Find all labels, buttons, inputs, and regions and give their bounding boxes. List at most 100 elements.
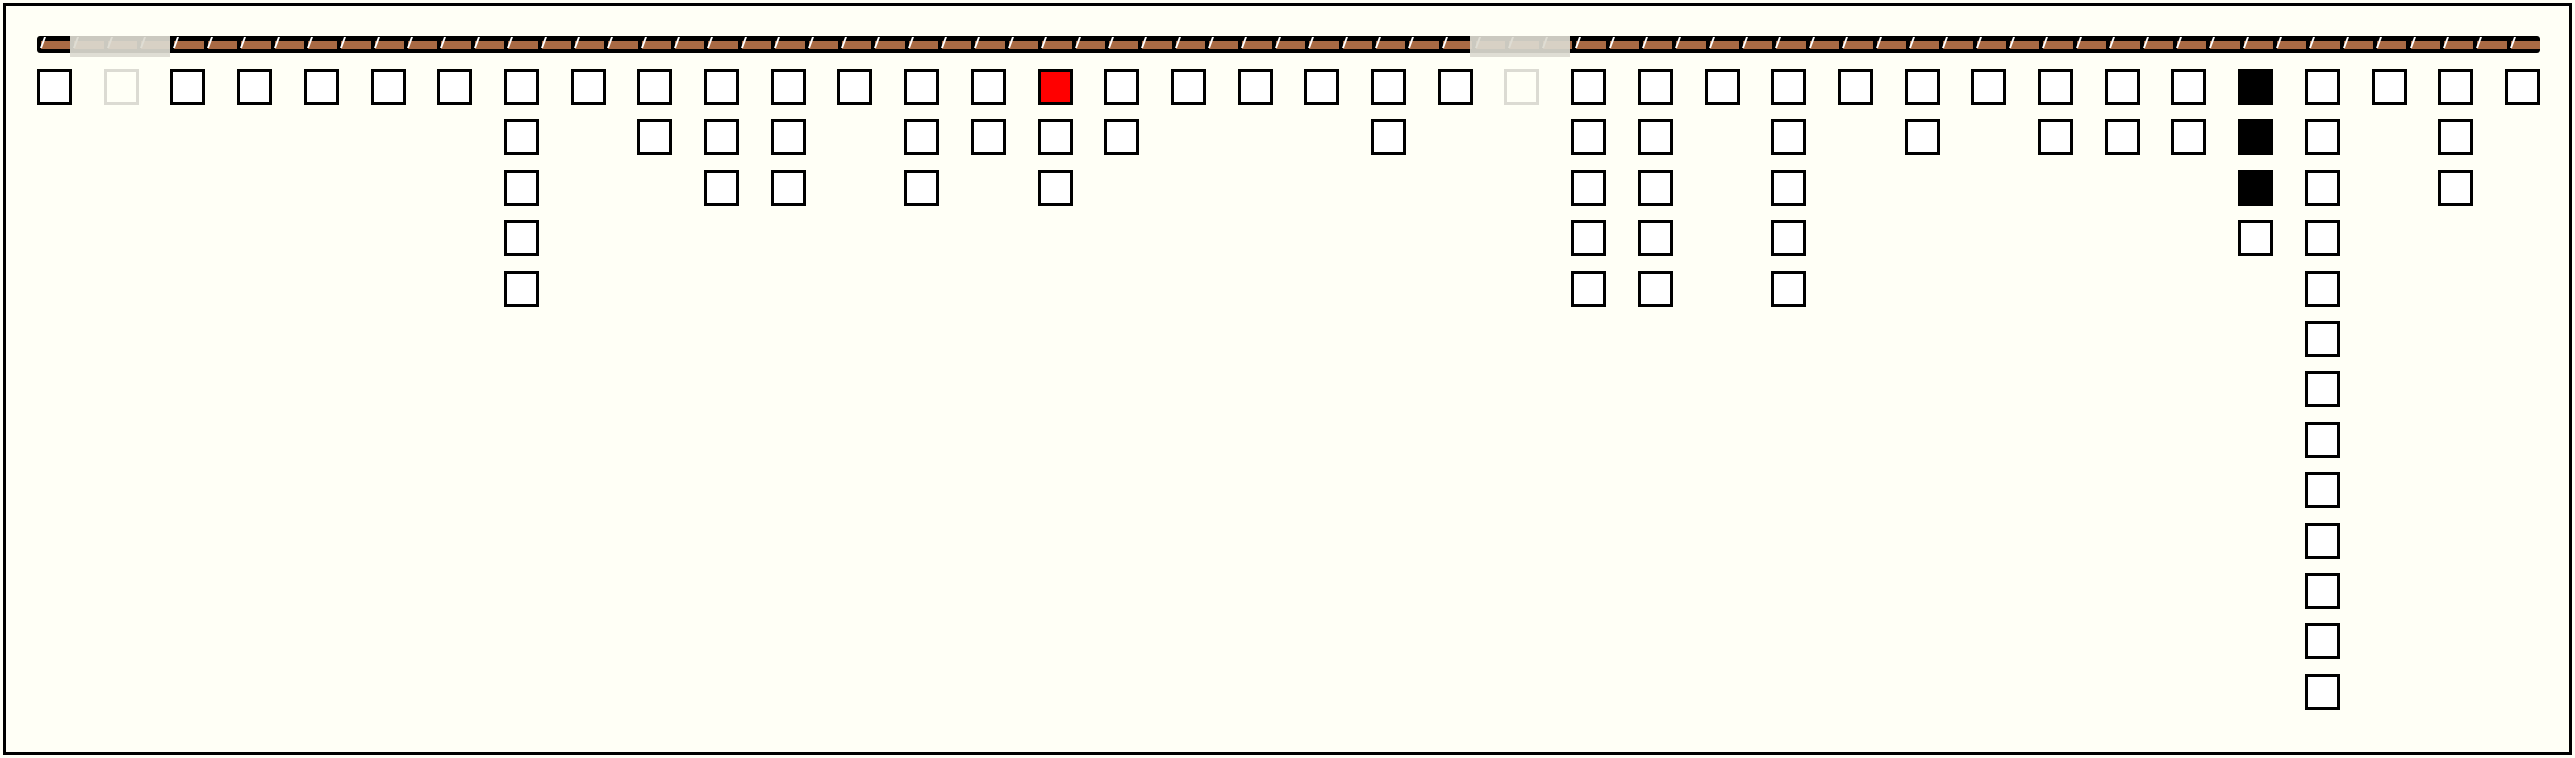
cell-empty[interactable] [2304,522,2340,559]
cell-black[interactable] [2238,119,2274,156]
cell-empty[interactable] [2304,421,2340,458]
track-segment [1042,41,1072,49]
cell-empty[interactable] [37,69,72,105]
track-segment [1642,41,1673,49]
cell-empty[interactable] [303,69,339,105]
cell-empty[interactable] [1637,69,1673,105]
cell-empty[interactable] [2038,119,2073,156]
track-segment [1309,41,1339,49]
cell-empty[interactable] [1637,270,1673,307]
cell-empty[interactable] [1771,119,1807,156]
track-segment [307,41,338,49]
cell-empty[interactable] [2104,69,2140,105]
cell-empty[interactable] [704,169,739,206]
cell-empty[interactable] [2304,321,2340,357]
cell-empty[interactable] [1637,220,1673,257]
cell-empty[interactable] [2304,169,2340,206]
cell-empty[interactable] [1037,119,1073,156]
cell-empty[interactable] [2238,220,2274,257]
cell-empty[interactable] [2304,623,2340,660]
cell-empty[interactable] [103,69,139,105]
track-segment [775,41,805,49]
cell-empty[interactable] [1571,169,1607,206]
cell-empty[interactable] [1504,69,1540,105]
track-segment [841,41,872,49]
cell-empty[interactable] [370,69,406,105]
cell-empty[interactable] [2304,673,2340,710]
cell-empty[interactable] [2504,69,2540,105]
cell-empty[interactable] [1571,119,1607,156]
track-segment [2076,41,2107,49]
cell-empty[interactable] [2438,119,2474,156]
cell-empty[interactable] [1437,69,1473,105]
cell-empty[interactable] [1771,270,1807,307]
cell-empty[interactable] [503,169,539,206]
cell-empty[interactable] [503,69,539,105]
cell-empty[interactable] [1837,69,1873,105]
cell-red[interactable] [1037,69,1073,105]
cell-empty[interactable] [1371,69,1406,105]
cell-empty[interactable] [2304,69,2340,105]
cell-empty[interactable] [503,220,539,257]
cell-empty[interactable] [904,169,940,206]
cell-empty[interactable] [1571,220,1607,257]
track-segment [1209,41,1239,49]
cell-empty[interactable] [904,119,940,156]
cell-empty[interactable] [2438,69,2474,105]
cell-empty[interactable] [1637,119,1673,156]
cell-empty[interactable] [437,69,473,105]
cell-empty[interactable] [1771,69,1807,105]
cell-empty[interactable] [2438,169,2474,206]
cell-empty[interactable] [1304,69,1340,105]
cell-empty[interactable] [1371,119,1406,156]
cell-empty[interactable] [837,69,873,105]
cell-empty[interactable] [770,169,806,206]
faded-track-overlay [1470,36,1571,57]
cell-empty[interactable] [503,270,539,307]
cell-empty[interactable] [237,69,273,105]
cell-empty[interactable] [503,119,539,156]
cell-empty[interactable] [970,119,1006,156]
track-segment [474,41,505,49]
cell-empty[interactable] [570,69,606,105]
cell-empty[interactable] [1104,69,1140,105]
cell-empty[interactable] [1771,220,1807,257]
cell-empty[interactable] [1571,69,1607,105]
cell-empty[interactable] [770,119,806,156]
cell-empty[interactable] [2304,573,2340,609]
cell-empty[interactable] [170,69,206,105]
cell-empty[interactable] [1904,119,1940,156]
cell-empty[interactable] [1637,169,1673,206]
cell-empty[interactable] [1037,169,1073,206]
cell-empty[interactable] [637,119,673,156]
cell-empty[interactable] [704,119,739,156]
cell-empty[interactable] [770,69,806,105]
cell-empty[interactable] [637,69,673,105]
track-segment [808,41,838,49]
cell-empty[interactable] [2371,69,2407,105]
cell-empty[interactable] [904,69,940,105]
cell-empty[interactable] [2304,472,2340,509]
track-segment [2110,41,2140,49]
cell-empty[interactable] [2304,119,2340,156]
cell-empty[interactable] [1904,69,1940,105]
cell-black[interactable] [2238,169,2274,206]
cell-empty[interactable] [2104,119,2140,156]
cell-empty[interactable] [1971,69,2007,105]
cell-empty[interactable] [1704,69,1740,105]
cell-empty[interactable] [2304,371,2340,408]
cell-empty[interactable] [1170,69,1206,105]
cell-empty[interactable] [2171,69,2207,105]
cell-empty[interactable] [2038,69,2073,105]
cell-empty[interactable] [2304,270,2340,307]
cell-empty[interactable] [2171,119,2207,156]
cell-empty[interactable] [1771,169,1807,206]
cell-black[interactable] [2238,69,2274,105]
cell-empty[interactable] [2304,220,2340,257]
cell-empty[interactable] [970,69,1006,105]
cell-empty[interactable] [1571,270,1607,307]
cell-empty[interactable] [1237,69,1273,105]
track-segment [174,41,204,49]
cell-empty[interactable] [1104,119,1140,156]
cell-empty[interactable] [704,69,739,105]
